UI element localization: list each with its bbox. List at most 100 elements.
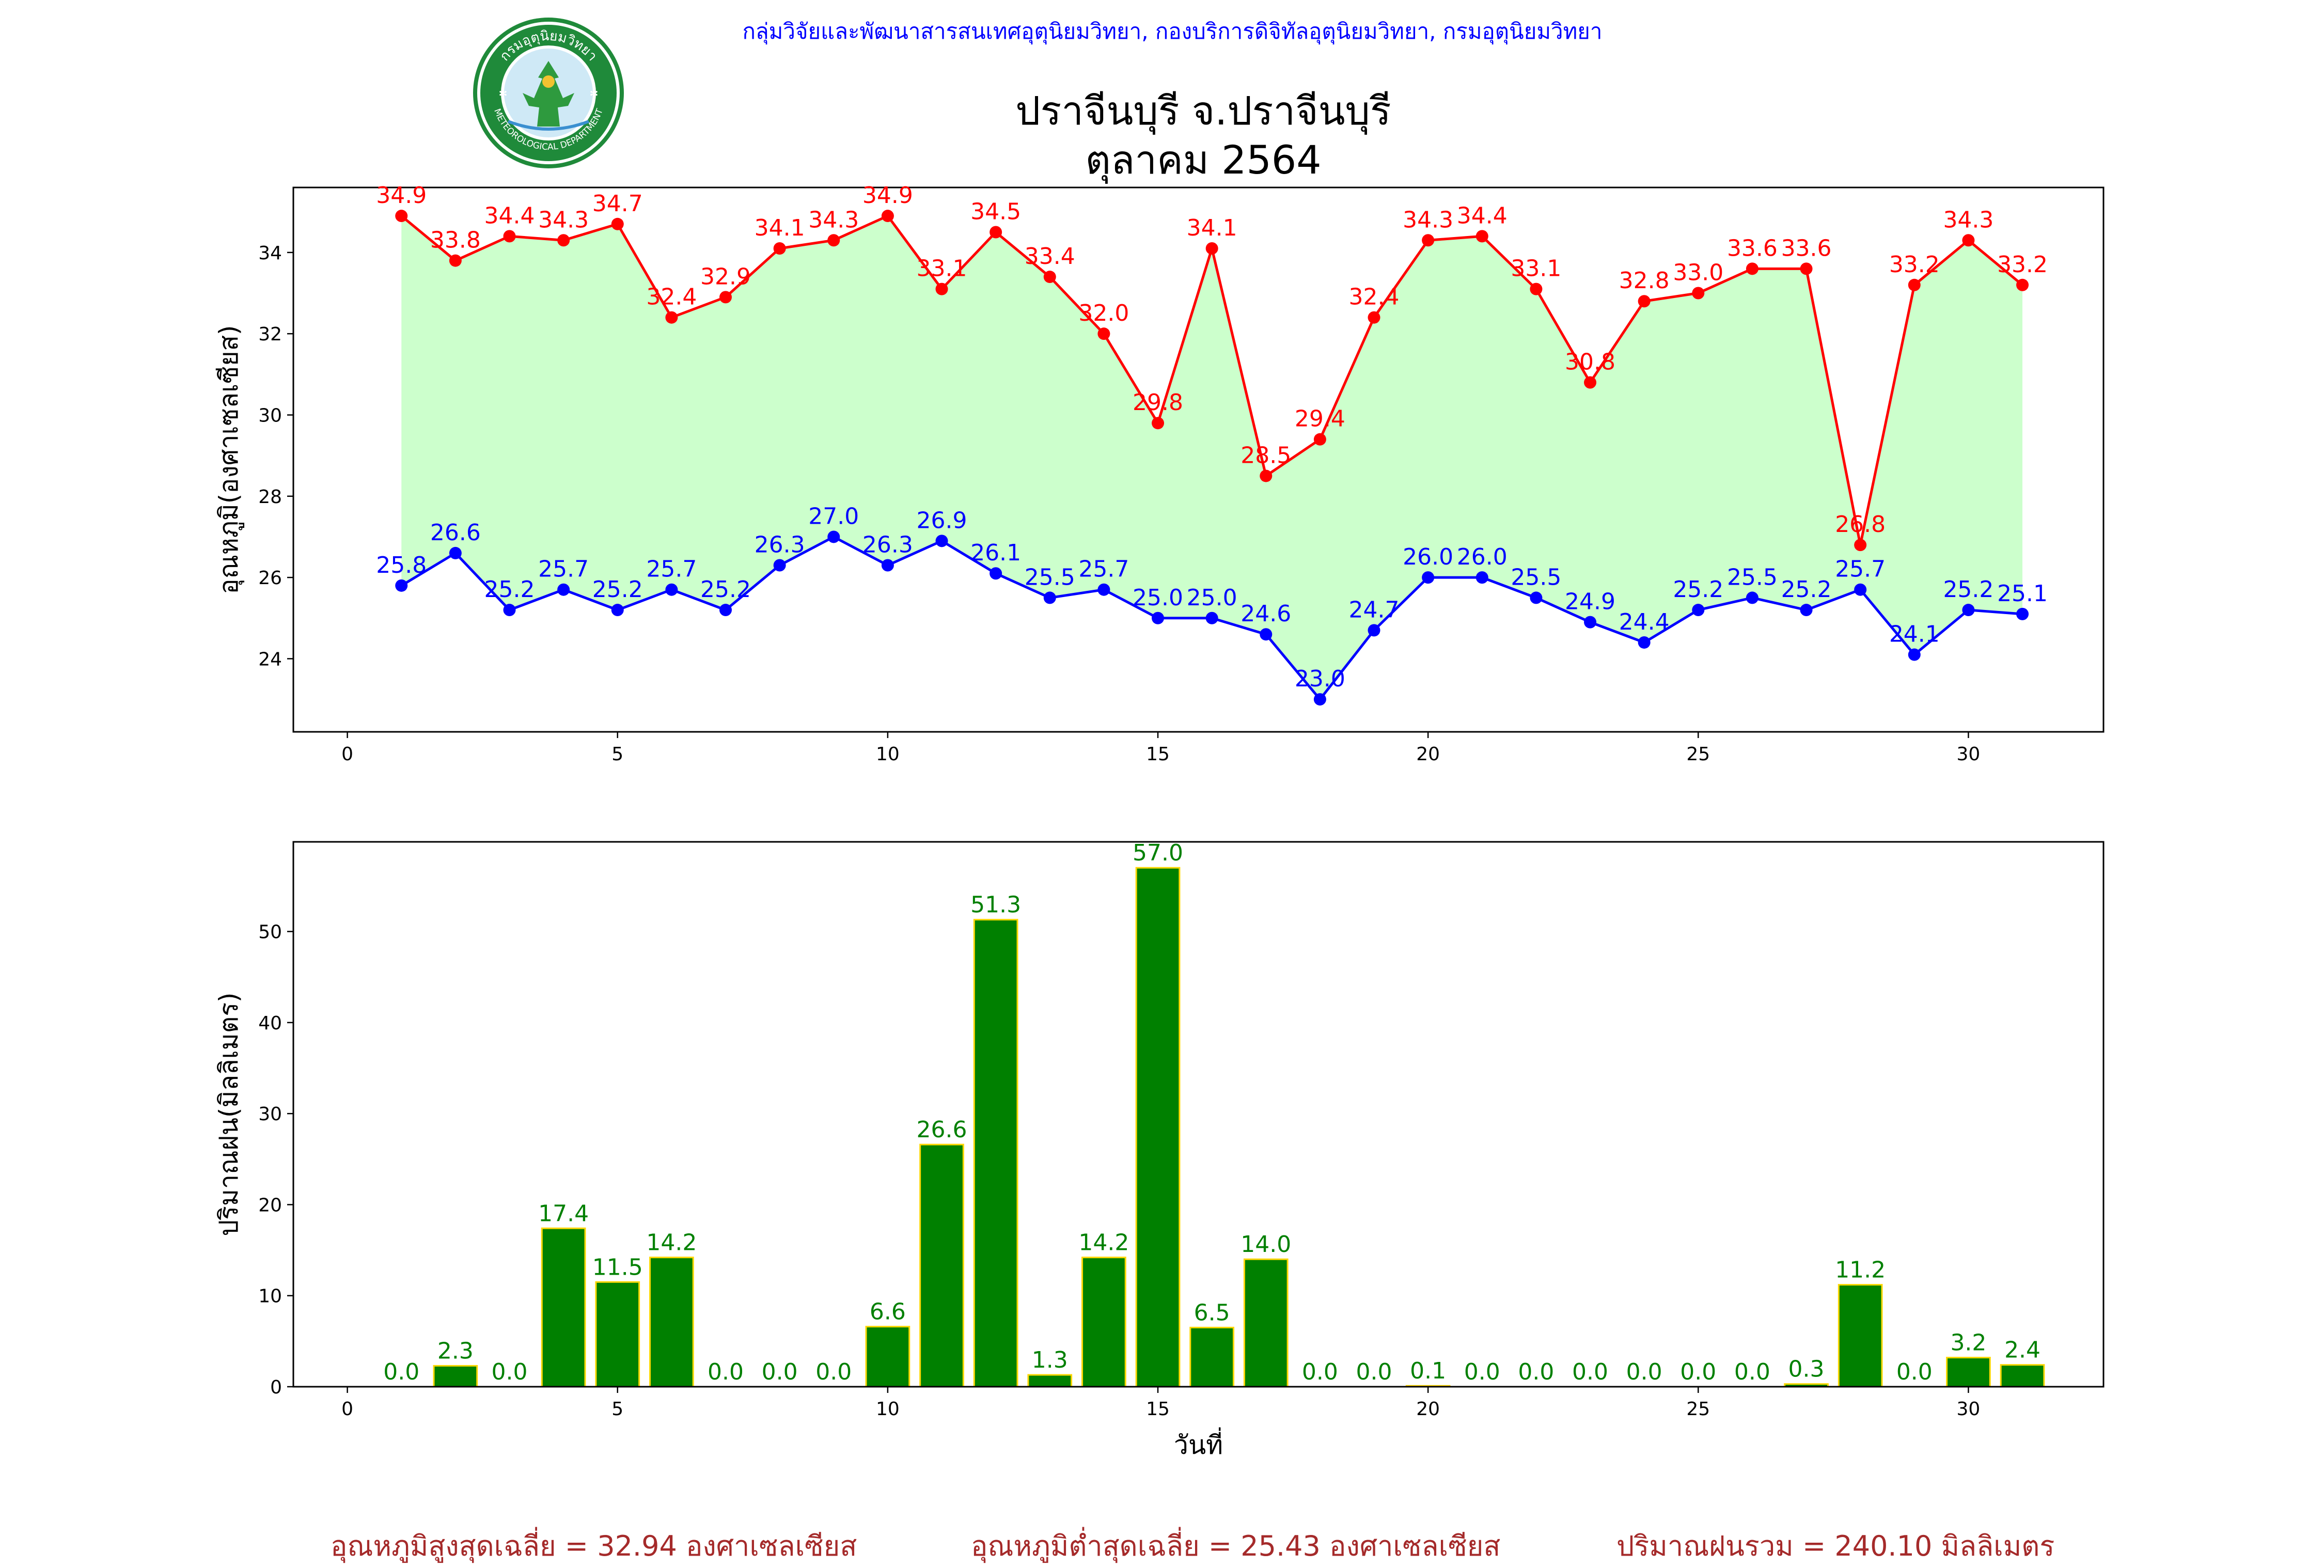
max-temperature-label: 32.9 [700,263,751,290]
rainfall-label: 0.0 [708,1359,744,1385]
max-temperature-label: 32.4 [1349,284,1400,310]
rainfall-label: 6.6 [870,1299,906,1325]
min-temperature-label: 25.5 [1727,564,1778,590]
max-temperature-label: 34.3 [1943,207,1993,233]
min-temperature-label: 24.9 [1565,589,1615,615]
max-temperature-label: 34.5 [970,199,1021,225]
y-tick-label: 30 [258,1104,282,1125]
rainfall-label: 0.1 [1410,1358,1446,1384]
rainfall-bar [541,1227,586,1388]
max-temperature-point [1746,262,1758,275]
max-temperature-point [1260,469,1273,482]
min-temperature-point [1313,693,1326,706]
max-temperature-point [1638,295,1651,308]
max-temperature-point [1152,417,1165,430]
rainfall-label: 11.2 [1835,1257,1886,1283]
min-temperature-label: 25.2 [1781,576,1832,603]
max-temperature-label: 34.3 [1403,207,1453,233]
rainfall-label: 0.0 [1518,1359,1554,1385]
max-temperature-label: 33.0 [1673,260,1723,286]
max-temperature-label: 30.8 [1565,349,1615,375]
min-temperature-label: 25.7 [1835,556,1886,583]
max-temperature-point [1800,262,1813,275]
rainfall-bar [973,919,1018,1388]
rainfall-label: 0.3 [1788,1356,1825,1383]
x-tick-label: 10 [876,1399,900,1420]
max-temperature-label: 34.4 [1457,202,1508,229]
max-temperature-point [1475,230,1488,243]
rainfall-label: 14.0 [1240,1231,1291,1258]
max-temperature-point [827,234,840,247]
rainfall-label: 0.0 [1680,1359,1716,1385]
rainfall-x-axis-label: วันที่ [1174,1428,1223,1460]
max-temperature-point [395,210,408,223]
temperature-chart: 0 5 10 15 20 25 30 24 26 28 30 32 34 อุณหภูมิ(องศาเซล… [214,182,2105,765]
rainfall-bar [595,1281,640,1388]
max-temperature-label: 33.2 [1889,252,1940,278]
y-tick-label: 24 [258,649,282,670]
max-temperature-point [503,230,516,243]
max-temperature-point [1692,287,1705,300]
min-temperature-label: 24.6 [1240,601,1291,627]
max-temperature-label: 33.8 [430,227,481,254]
rainfall-label: 0.0 [1572,1359,1608,1385]
max-temperature-label: 34.1 [1187,215,1237,241]
rainfall-y-axis-label: ปริมาณฝน(มิลลิเมตร) [214,992,244,1236]
y-tick-label: 0 [270,1377,282,1398]
min-temperature-label: 25.0 [1133,585,1183,611]
min-temperature-point [1152,611,1165,624]
rainfall-bar [2000,1364,2045,1388]
y-tick-label: 26 [258,568,282,589]
max-temperature-label: 34.4 [484,202,535,229]
min-temperature-label: 25.1 [1997,581,2048,607]
min-temperature-point [1043,591,1056,604]
rainfall-label: 0.0 [1356,1359,1392,1385]
rainfall-bar [1189,1326,1235,1388]
rainfall-label: 57.0 [1133,840,1183,866]
header-text: กลุ่มวิจัยและพัฒนาสารสนเทศอุตุนิยมวิทยา,… [742,19,1603,44]
min-temperature-point [611,604,624,617]
max-temperature-label: 34.9 [376,182,427,209]
x-tick-label: 25 [1686,744,1710,765]
max-temperature-label: 29.8 [1133,389,1183,416]
max-temperature-point [1205,242,1218,255]
min-temperature-label: 24.7 [1349,597,1400,623]
min-temperature-label: 24.1 [1889,621,1940,648]
x-tick-label: 10 [876,744,900,765]
rainfall-bar [649,1257,694,1388]
min-temperature-label: 25.2 [484,576,535,603]
max-temperature-label: 33.6 [1781,235,1832,261]
x-tick-label: 20 [1416,744,1440,765]
max-temperature-label: 33.1 [1511,256,1561,282]
rainfall-plot-frame [292,841,2105,1388]
min-temperature-label: 25.2 [1673,576,1723,603]
rainfall-label: 0.0 [1464,1359,1500,1385]
min-temperature-label: 26.9 [917,507,967,534]
min-temperature-label: 25.8 [376,552,427,578]
min-temperature-point [773,559,786,572]
max-temperature-point [1854,539,1867,552]
max-temperature-point [1097,327,1110,340]
min-temperature-point [1530,591,1543,604]
temperature-range-fill [401,216,2023,700]
min-temperature-point [1097,583,1110,596]
min-temperature-label: 25.5 [1511,564,1561,590]
x-tick-label: 25 [1686,1399,1710,1420]
x-tick-label: 0 [341,1399,353,1420]
min-temperature-label: 24.4 [1619,609,1670,635]
y-tick-label: 30 [258,405,282,426]
min-temperature-point [665,583,678,596]
rainfall-bar [1946,1357,1991,1388]
rainfall-bar [433,1365,478,1388]
x-tick-label: 15 [1146,744,1170,765]
min-temperature-label: 27.0 [808,503,859,529]
footer-avg-max: อุณหภูมิสูงสุดเฉลี่ย = 32.94 องศาเซลเซีย… [331,1530,857,1562]
min-temperature-label: 26.1 [970,540,1021,566]
min-temperature-point [1854,583,1867,596]
x-tick-label: 30 [1957,744,1981,765]
rainfall-label: 0.0 [1626,1359,1662,1385]
rainfall-label: 2.4 [2004,1337,2040,1363]
rainfall-label: 0.0 [492,1359,528,1385]
max-temperature-point [719,291,732,304]
min-temperature-point [1368,624,1380,637]
